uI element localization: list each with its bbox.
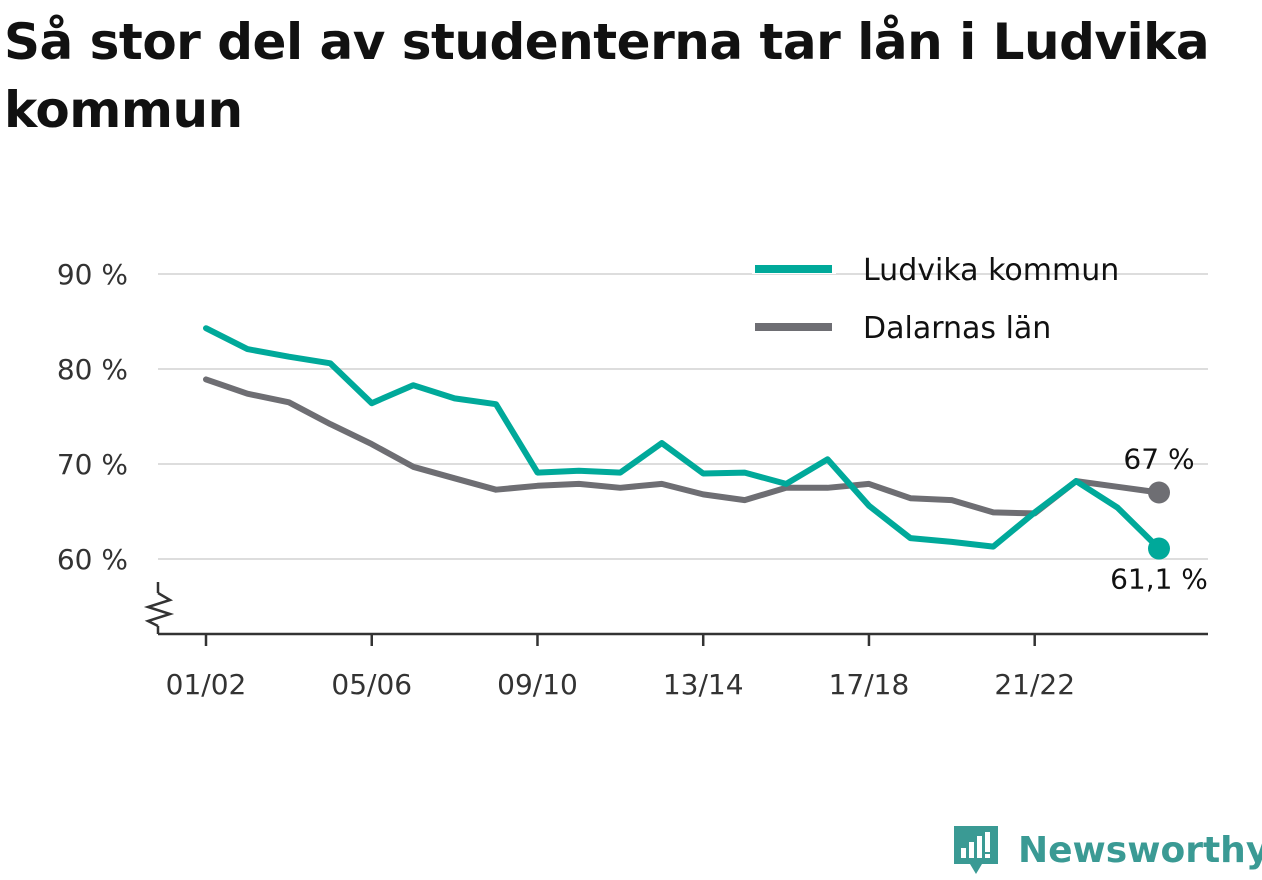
newsworthy-logo-icon xyxy=(954,826,998,874)
x-tick-label: 05/06 xyxy=(331,668,412,701)
x-tick-label: 21/22 xyxy=(994,668,1075,701)
end-label: 67 % xyxy=(1123,443,1194,476)
x-tick-label: 01/02 xyxy=(166,668,247,701)
end-label: 61,1 % xyxy=(1110,563,1208,596)
x-tick-label: 13/14 xyxy=(663,668,744,701)
x-tick-label: 17/18 xyxy=(829,668,910,701)
legend-label: Dalarnas län xyxy=(863,311,1051,346)
series-lines: 67 % 61,1 % xyxy=(203,325,1208,596)
y-tick-label: 90 % xyxy=(57,258,128,291)
gridlines xyxy=(158,273,1208,560)
legend: Ludvika kommun Dalarnas län xyxy=(752,253,1119,346)
series-line xyxy=(203,325,1162,552)
legend-label: Ludvika kommun xyxy=(863,253,1119,288)
x-tick-label: 09/10 xyxy=(497,668,578,701)
series-line xyxy=(203,376,1162,517)
series-end-point xyxy=(1148,537,1170,560)
y-tick-label: 70 % xyxy=(57,448,128,481)
y-tick-label: 80 % xyxy=(57,353,128,386)
chart-title: Så stor del av studenterna tar lån i Lud… xyxy=(4,13,1210,139)
axes xyxy=(143,582,1208,636)
y-axis-tick-labels: 60 % 70 % 80 % 90 % xyxy=(57,258,128,576)
series-end-point xyxy=(1148,481,1170,504)
y-tick-label: 60 % xyxy=(57,543,128,576)
axis-break-icon xyxy=(143,591,175,628)
x-axis-tick-labels: 01/02 05/06 09/10 13/14 17/18 21/22 xyxy=(166,634,1075,701)
newsworthy-brand: Newsworthy xyxy=(952,820,1262,880)
brand-name: Newsworthy xyxy=(1018,829,1262,871)
